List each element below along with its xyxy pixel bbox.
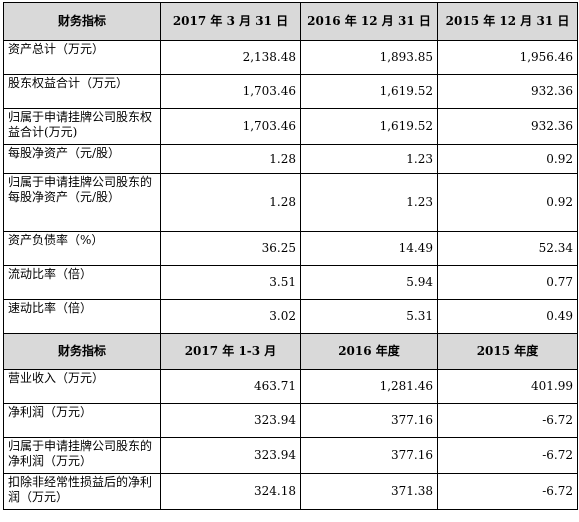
header-cell-2017-03-31: 2017 年 3 月 31 日 <box>160 2 301 41</box>
value-cell: 36.25 <box>160 231 301 266</box>
row-label: 流动比率（倍） <box>3 265 161 300</box>
value-cell: 323.94 <box>160 403 301 438</box>
value-cell: 323.94 <box>160 437 301 474</box>
table-row: 归属于申请挂牌公司股东的每股净资产（元/股） 1.28 1.23 0.92 <box>3 173 578 232</box>
value-cell: 1.23 <box>300 173 438 232</box>
value-cell: 1,281.46 <box>300 369 438 404</box>
value-cell: -6.72 <box>437 473 578 510</box>
value-cell: 1.28 <box>160 173 301 232</box>
row-label: 每股净资产（元/股） <box>3 144 161 174</box>
row-label: 净利润（万元） <box>3 403 161 438</box>
value-cell: 1,619.52 <box>300 74 438 109</box>
header-cell-2016-fy: 2016 年度 <box>300 333 438 370</box>
row-label: 扣除非经常性损益后的净利润（万元） <box>3 473 161 510</box>
row-label: 资产总计（万元） <box>3 40 161 75</box>
header-cell-2015-fy: 2015 年度 <box>437 333 578 370</box>
value-cell: 1,956.46 <box>437 40 578 75</box>
value-cell: -6.72 <box>437 437 578 474</box>
value-cell: -6.72 <box>437 403 578 438</box>
value-cell: 932.36 <box>437 108 578 145</box>
row-label: 营业收入（万元） <box>3 369 161 404</box>
table-row: 每股净资产（元/股） 1.28 1.23 0.92 <box>3 144 578 174</box>
table-row: 净利润（万元） 323.94 377.16 -6.72 <box>3 403 578 438</box>
row-label: 归属于申请挂牌公司股东的每股净资产（元/股） <box>3 173 161 232</box>
table-row: 流动比率（倍） 3.51 5.94 0.77 <box>3 265 578 300</box>
header-cell-2017-q1: 2017 年 1-3 月 <box>160 333 301 370</box>
value-cell: 1,703.46 <box>160 108 301 145</box>
value-cell: 5.31 <box>300 299 438 334</box>
value-cell: 1.28 <box>160 144 301 174</box>
value-cell: 1.23 <box>300 144 438 174</box>
table-row: 归属于申请挂牌公司股东权益合计(万元) 1,703.46 1,619.52 93… <box>3 108 578 145</box>
value-cell: 401.99 <box>437 369 578 404</box>
table-row: 营业收入（万元） 463.71 1,281.46 401.99 <box>3 369 578 404</box>
value-cell: 0.49 <box>437 299 578 334</box>
row-label: 归属于申请挂牌公司股东的净利润（万元） <box>3 437 161 474</box>
table-row: 归属于申请挂牌公司股东的净利润（万元） 323.94 377.16 -6.72 <box>3 437 578 474</box>
table-row: 资产负债率（%） 36.25 14.49 52.34 <box>3 231 578 266</box>
value-cell: 2,138.48 <box>160 40 301 75</box>
value-cell: 463.71 <box>160 369 301 404</box>
value-cell: 1,703.46 <box>160 74 301 109</box>
table-row: 资产总计（万元） 2,138.48 1,893.85 1,956.46 <box>3 40 578 75</box>
value-cell: 0.92 <box>437 173 578 232</box>
value-cell: 377.16 <box>300 437 438 474</box>
financial-indicators-table: 财务指标 2017 年 3 月 31 日 2016 年 12 月 31 日 20… <box>3 2 578 510</box>
row-label: 股东权益合计（万元） <box>3 74 161 109</box>
table-row: 股东权益合计（万元） 1,703.46 1,619.52 932.36 <box>3 74 578 109</box>
row-label: 归属于申请挂牌公司股东权益合计(万元) <box>3 108 161 145</box>
value-cell: 1,619.52 <box>300 108 438 145</box>
value-cell: 52.34 <box>437 231 578 266</box>
header-cell-2016-12-31: 2016 年 12 月 31 日 <box>300 2 438 41</box>
value-cell: 0.92 <box>437 144 578 174</box>
value-cell: 3.02 <box>160 299 301 334</box>
header-cell-indicator: 财务指标 <box>3 2 161 41</box>
header-cell-indicator: 财务指标 <box>3 333 161 370</box>
value-cell: 324.18 <box>160 473 301 510</box>
table-header-row: 财务指标 2017 年 3 月 31 日 2016 年 12 月 31 日 20… <box>3 2 578 41</box>
value-cell: 0.77 <box>437 265 578 300</box>
header-cell-2015-12-31: 2015 年 12 月 31 日 <box>437 2 578 41</box>
value-cell: 5.94 <box>300 265 438 300</box>
value-cell: 1,893.85 <box>300 40 438 75</box>
row-label: 资产负债率（%） <box>3 231 161 266</box>
value-cell: 932.36 <box>437 74 578 109</box>
row-label: 速动比率（倍） <box>3 299 161 334</box>
value-cell: 14.49 <box>300 231 438 266</box>
table-row: 速动比率（倍） 3.02 5.31 0.49 <box>3 299 578 334</box>
value-cell: 377.16 <box>300 403 438 438</box>
value-cell: 3.51 <box>160 265 301 300</box>
table-header-row: 财务指标 2017 年 1-3 月 2016 年度 2015 年度 <box>3 333 578 370</box>
table-row: 扣除非经常性损益后的净利润（万元） 324.18 371.38 -6.72 <box>3 473 578 510</box>
value-cell: 371.38 <box>300 473 438 510</box>
